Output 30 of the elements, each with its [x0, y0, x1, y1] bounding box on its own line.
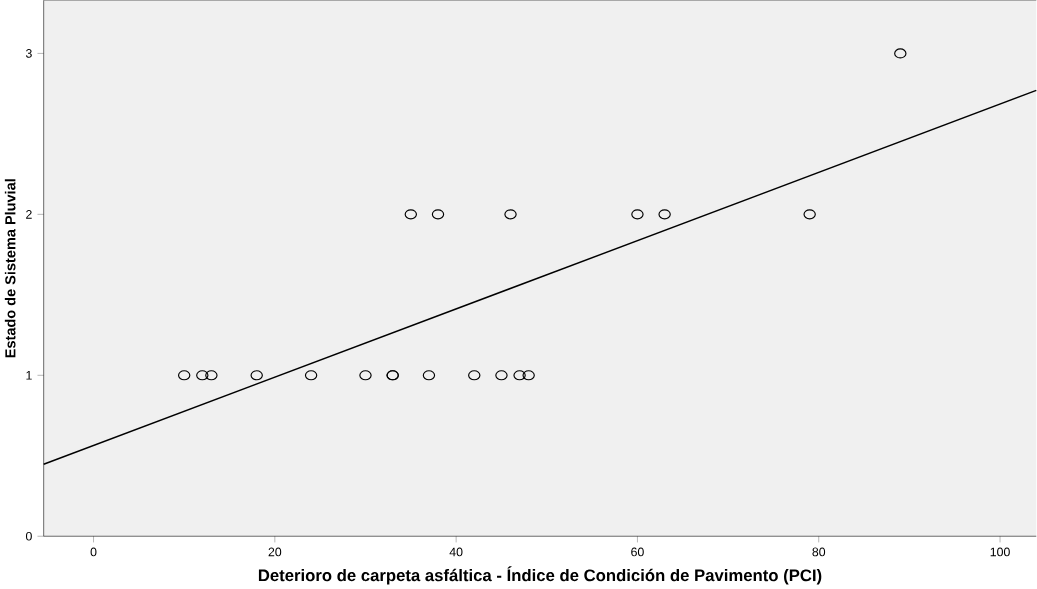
y-tick-label: 3	[25, 48, 32, 58]
point	[177, 370, 191, 381]
x-tick-label: 80	[812, 547, 826, 557]
point	[468, 370, 481, 381]
x-tick-label: 100	[990, 547, 1010, 557]
point	[504, 209, 517, 220]
point	[522, 370, 535, 381]
point	[205, 370, 218, 381]
point	[422, 370, 436, 381]
point	[513, 370, 526, 381]
y-axis-title: Estado de Sistema Pluvial	[4, 179, 16, 358]
point	[196, 370, 209, 381]
point	[304, 370, 318, 381]
y-tick-label: 2	[26, 209, 32, 219]
x-tick-label: 0	[90, 547, 97, 557]
point	[631, 209, 644, 220]
x-tick-label: 40	[449, 547, 463, 557]
point	[803, 209, 816, 220]
x-axis-title: Deterioro de carpeta asfáltica - Índice de Condición de Pavimento (PCI)	[258, 566, 822, 585]
point	[359, 370, 372, 381]
point	[431, 209, 445, 220]
point	[894, 48, 907, 59]
point	[404, 209, 418, 220]
x-tick-label: 20	[268, 547, 282, 557]
point	[250, 370, 263, 381]
x-tick-label: 60	[631, 547, 644, 557]
y-tick-label: 1	[26, 370, 32, 380]
point	[495, 370, 508, 381]
point	[658, 209, 671, 220]
y-tick-label: 0	[25, 531, 32, 541]
